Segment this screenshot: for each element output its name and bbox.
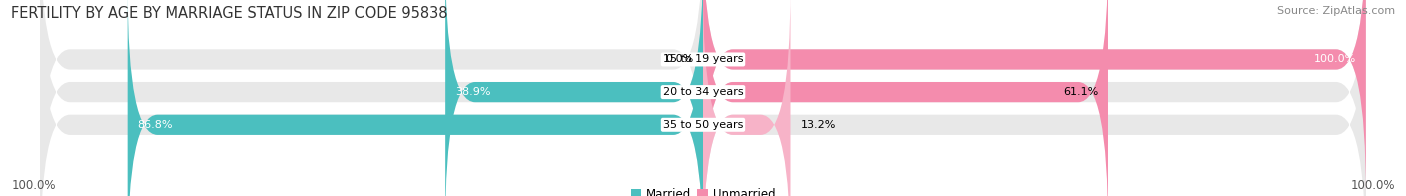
Text: 61.1%: 61.1% [1063, 87, 1098, 97]
FancyBboxPatch shape [703, 0, 1365, 196]
Text: 100.0%: 100.0% [1350, 179, 1395, 192]
FancyBboxPatch shape [446, 0, 703, 196]
FancyBboxPatch shape [41, 0, 703, 196]
FancyBboxPatch shape [703, 0, 1108, 196]
Text: 20 to 34 years: 20 to 34 years [662, 87, 744, 97]
FancyBboxPatch shape [703, 0, 790, 196]
FancyBboxPatch shape [128, 0, 703, 196]
FancyBboxPatch shape [41, 0, 703, 196]
Legend: Married, Unmarried: Married, Unmarried [626, 183, 780, 196]
Text: 100.0%: 100.0% [1313, 54, 1355, 64]
Text: 15 to 19 years: 15 to 19 years [662, 54, 744, 64]
Text: 0.0%: 0.0% [665, 54, 693, 64]
Text: 100.0%: 100.0% [11, 179, 56, 192]
Text: 13.2%: 13.2% [800, 120, 835, 130]
FancyBboxPatch shape [703, 0, 1365, 196]
Text: 86.8%: 86.8% [138, 120, 173, 130]
FancyBboxPatch shape [41, 0, 703, 196]
FancyBboxPatch shape [703, 0, 1365, 196]
Text: 35 to 50 years: 35 to 50 years [662, 120, 744, 130]
Text: 38.9%: 38.9% [456, 87, 491, 97]
Text: FERTILITY BY AGE BY MARRIAGE STATUS IN ZIP CODE 95838: FERTILITY BY AGE BY MARRIAGE STATUS IN Z… [11, 6, 447, 21]
FancyBboxPatch shape [703, 0, 1365, 196]
Text: Source: ZipAtlas.com: Source: ZipAtlas.com [1277, 6, 1395, 16]
